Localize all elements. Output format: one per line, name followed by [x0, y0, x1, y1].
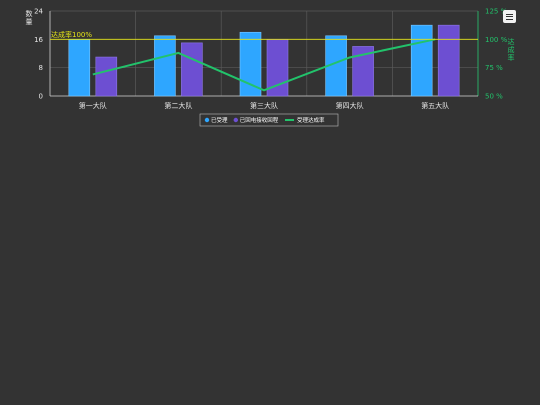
y-tick-label-right: 75 % — [485, 64, 503, 72]
legend-label: 已回电接收回程 — [240, 116, 279, 124]
x-tick-label: 第四大队 — [336, 101, 364, 110]
bar — [352, 46, 374, 97]
bar — [154, 35, 176, 97]
bar — [95, 56, 118, 97]
y-tick-label-left: 0 — [39, 93, 43, 101]
legend: 已受理 已回电接收回程 受理达成率 — [199, 113, 339, 127]
bar — [437, 24, 460, 97]
axis-labels: 0 8 16 24 50 % 75 % 100 % 125 % 第一大队 第二大队 第三大队 第四大队… — [26, 8, 515, 111]
y-tick-label-right: 125 % — [485, 8, 508, 16]
bar — [68, 39, 91, 97]
y-tick-label-right: 50 % — [485, 93, 503, 101]
bars — [68, 24, 460, 97]
line-path — [92, 38, 436, 92]
legend-label: 已受理 — [211, 116, 228, 124]
legend-marker — [204, 117, 210, 123]
y-axis-title-right: 达成率 — [508, 37, 515, 62]
x-tick-label: 第三大队 — [250, 101, 278, 110]
y-axis-title-left: 数量 — [26, 9, 33, 26]
legend-box — [199, 113, 339, 127]
reference-line: 达成率100% — [50, 30, 478, 40]
reference-line-label: 达成率100% — [51, 30, 92, 39]
legend-label: 受理达成率 — [297, 116, 325, 124]
bar — [239, 31, 262, 97]
line-series — [92, 38, 436, 92]
bar — [181, 42, 203, 97]
legend-marker — [233, 117, 238, 123]
bar — [410, 24, 433, 97]
y-tick-label-left: 16 — [34, 36, 43, 44]
x-tick-label: 第一大队 — [79, 101, 107, 110]
x-tick-label: 第五大队 — [421, 101, 449, 110]
y-tick-label-right: 100 % — [485, 36, 508, 44]
x-tick-label: 第二大队 — [164, 101, 192, 110]
y-tick-label-left: 8 — [39, 64, 43, 72]
hamburger-menu-icon[interactable] — [503, 10, 516, 23]
y-tick-label-left: 24 — [34, 8, 43, 16]
axes — [49, 11, 479, 97]
